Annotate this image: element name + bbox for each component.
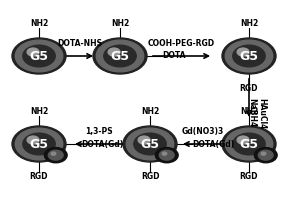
Circle shape — [222, 38, 276, 74]
Text: DOTA(Gd): DOTA(Gd) — [81, 140, 123, 148]
Text: 1,3-PS: 1,3-PS — [85, 127, 113, 136]
Text: DOTA: DOTA — [162, 51, 185, 60]
Text: NH2: NH2 — [111, 19, 129, 28]
Circle shape — [15, 128, 63, 160]
Circle shape — [222, 126, 276, 162]
Circle shape — [134, 133, 166, 155]
Circle shape — [126, 128, 174, 160]
Text: G5: G5 — [110, 49, 130, 62]
Text: RGD: RGD — [141, 172, 159, 181]
Text: NH2: NH2 — [240, 107, 258, 116]
Text: DOTA(Gd): DOTA(Gd) — [192, 140, 234, 148]
Circle shape — [138, 136, 150, 144]
Circle shape — [254, 148, 277, 163]
Circle shape — [261, 152, 266, 155]
Circle shape — [96, 40, 144, 72]
Circle shape — [104, 45, 136, 67]
Text: NH2: NH2 — [141, 107, 159, 116]
Circle shape — [233, 133, 265, 155]
Circle shape — [225, 128, 273, 160]
Text: NH2: NH2 — [30, 107, 48, 116]
Circle shape — [15, 40, 63, 72]
Text: G5: G5 — [239, 49, 259, 62]
Circle shape — [258, 150, 273, 160]
Circle shape — [23, 133, 55, 155]
Circle shape — [51, 152, 56, 155]
Text: G5: G5 — [29, 49, 49, 62]
Text: Gd(NO3)3: Gd(NO3)3 — [182, 127, 224, 136]
Circle shape — [237, 136, 249, 144]
Text: DOTA-NHS: DOTA-NHS — [57, 39, 102, 48]
Text: RGD: RGD — [240, 84, 258, 93]
Text: G5: G5 — [239, 138, 259, 150]
Text: RGD: RGD — [30, 172, 48, 181]
Circle shape — [93, 38, 147, 74]
Circle shape — [237, 48, 249, 56]
Text: RGD: RGD — [240, 172, 258, 181]
Circle shape — [23, 45, 55, 67]
Circle shape — [225, 40, 273, 72]
Text: NH2: NH2 — [30, 19, 48, 28]
Circle shape — [123, 126, 177, 162]
Circle shape — [44, 148, 67, 163]
Circle shape — [108, 48, 120, 56]
Circle shape — [48, 150, 63, 160]
Text: HAuCl4
NaBH4: HAuCl4 NaBH4 — [247, 98, 266, 129]
Circle shape — [233, 45, 265, 67]
Circle shape — [12, 38, 66, 74]
Circle shape — [159, 150, 174, 160]
Text: G5: G5 — [140, 138, 160, 150]
Circle shape — [27, 136, 39, 144]
Circle shape — [27, 48, 39, 56]
Text: G5: G5 — [29, 138, 49, 150]
Circle shape — [162, 152, 167, 155]
Circle shape — [12, 126, 66, 162]
Text: NH2: NH2 — [240, 19, 258, 28]
Circle shape — [155, 148, 178, 163]
Text: COOH-PEG-RGD: COOH-PEG-RGD — [148, 39, 215, 48]
